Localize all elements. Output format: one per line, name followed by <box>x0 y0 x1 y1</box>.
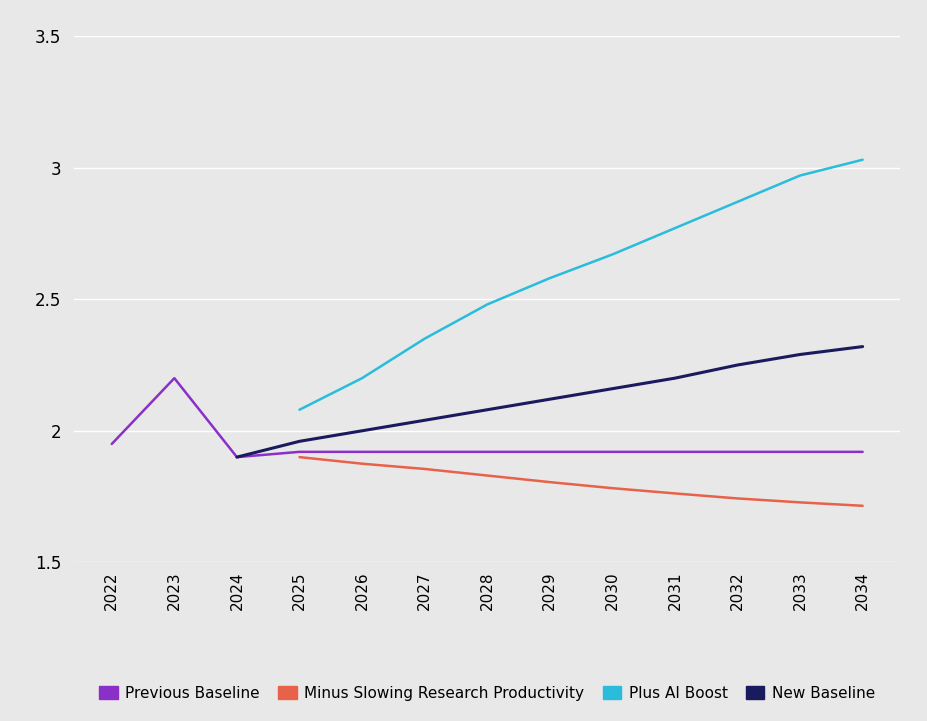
New Baseline <box>481 405 492 414</box>
Previous Baseline <box>419 448 430 456</box>
Plus AI Boost <box>606 250 617 259</box>
Previous Baseline <box>294 448 305 456</box>
Previous Baseline <box>794 448 805 456</box>
Previous Baseline <box>481 448 492 456</box>
Minus Slowing Research Productivity <box>794 498 805 507</box>
Plus AI Boost <box>481 300 492 309</box>
Minus Slowing Research Productivity <box>481 472 492 480</box>
Plus AI Boost <box>857 156 868 164</box>
Legend: Previous Baseline, Minus Slowing Research Productivity, Plus AI Boost, New Basel: Previous Baseline, Minus Slowing Researc… <box>99 686 874 701</box>
New Baseline <box>668 373 679 382</box>
Previous Baseline <box>356 448 367 456</box>
Minus Slowing Research Productivity <box>419 464 430 473</box>
Minus Slowing Research Productivity <box>606 484 617 492</box>
Previous Baseline <box>543 448 554 456</box>
New Baseline <box>543 395 554 404</box>
Minus Slowing Research Productivity <box>356 459 367 468</box>
Previous Baseline <box>668 448 679 456</box>
Plus AI Boost <box>731 198 743 206</box>
Previous Baseline <box>169 373 180 382</box>
Previous Baseline <box>231 453 242 461</box>
New Baseline <box>794 350 805 359</box>
Plus AI Boost <box>668 224 679 232</box>
Previous Baseline <box>106 440 117 448</box>
Line: Plus AI Boost: Plus AI Boost <box>299 160 862 410</box>
Line: New Baseline: New Baseline <box>236 347 862 457</box>
New Baseline <box>294 437 305 446</box>
Minus Slowing Research Productivity <box>857 502 868 510</box>
Line: Previous Baseline: Previous Baseline <box>111 378 862 457</box>
Previous Baseline <box>606 448 617 456</box>
Plus AI Boost <box>419 335 430 343</box>
New Baseline <box>731 360 743 369</box>
New Baseline <box>231 453 242 461</box>
New Baseline <box>857 342 868 351</box>
Minus Slowing Research Productivity <box>731 494 743 503</box>
New Baseline <box>606 384 617 393</box>
Minus Slowing Research Productivity <box>543 478 554 487</box>
Plus AI Boost <box>294 405 305 414</box>
Minus Slowing Research Productivity <box>668 489 679 497</box>
Previous Baseline <box>857 448 868 456</box>
Previous Baseline <box>731 448 743 456</box>
New Baseline <box>356 427 367 435</box>
Plus AI Boost <box>356 373 367 382</box>
Line: Minus Slowing Research Productivity: Minus Slowing Research Productivity <box>299 457 862 506</box>
Minus Slowing Research Productivity <box>294 453 305 461</box>
Plus AI Boost <box>543 274 554 283</box>
New Baseline <box>419 416 430 425</box>
Plus AI Boost <box>794 171 805 180</box>
